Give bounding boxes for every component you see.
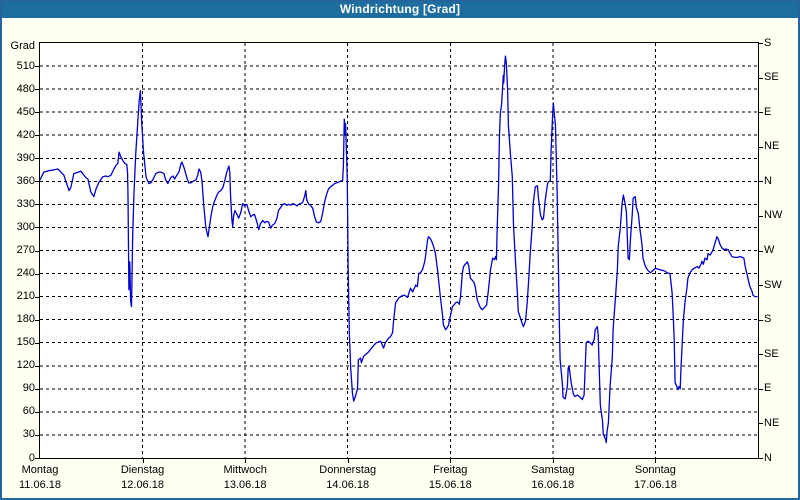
compass-tick-label: SW	[764, 278, 782, 291]
y-axis-tick-mark	[35, 412, 39, 413]
y-axis-tick-label: 120	[16, 359, 35, 372]
compass-tick-label: NE	[764, 416, 780, 429]
compass-tick-label: SE	[764, 71, 779, 84]
y-axis-tick-mark	[35, 435, 39, 436]
compass-tick-label: N	[764, 451, 772, 464]
x-axis-date-label: 12.06.18	[121, 479, 164, 491]
y-axis-tick-mark	[35, 89, 39, 90]
y-axis-tick-mark	[35, 135, 39, 136]
y-axis-tick-label: 150	[16, 336, 35, 349]
y-axis-tick-mark	[35, 112, 39, 113]
compass-tick-mark	[759, 354, 763, 355]
y-axis-tick-label: 450	[16, 105, 35, 118]
title-bar: Windrichtung [Grad]	[0, 0, 800, 18]
compass-tick-mark	[759, 43, 763, 44]
y-axis-tick-mark	[35, 458, 39, 459]
y-axis-tick-label: 240	[16, 267, 35, 280]
y-axis-tick-label: 390	[16, 151, 35, 164]
y-axis-tick-label: 330	[16, 197, 35, 210]
compass-tick-label: E	[764, 382, 772, 395]
x-axis-date-label: 13.06.18	[223, 479, 267, 491]
x-axis-date-label: 17.06.18	[634, 479, 677, 491]
x-axis-date-label: 16.06.18	[531, 479, 575, 491]
compass-tick-mark	[759, 181, 763, 182]
compass-tick-mark	[759, 112, 763, 113]
compass-tick-mark	[759, 147, 763, 148]
y-axis-tick-mark	[35, 227, 39, 228]
x-axis-tick-mark	[450, 459, 451, 463]
compass-tick-mark	[759, 216, 763, 217]
y-axis-tick-mark	[35, 297, 39, 298]
y-axis-tick-label: 90	[22, 382, 35, 395]
chart-canvas	[40, 43, 758, 458]
y-axis-tick-mark	[35, 251, 39, 252]
compass-tick-label: W	[764, 244, 775, 256]
compass-tick-label: SE	[764, 347, 779, 360]
y-axis-tick-mark	[35, 343, 39, 344]
x-axis-day-label: Mittwoch	[223, 464, 267, 476]
compass-tick-label: NW	[764, 209, 783, 222]
compass-tick-mark	[759, 320, 763, 321]
x-axis-day-label: Freitag	[433, 464, 468, 476]
x-axis-tick-mark	[553, 459, 554, 463]
compass-tick-mark	[759, 285, 763, 286]
x-axis-day-label: Samstag	[531, 464, 575, 476]
compass-tick-mark	[759, 389, 763, 390]
compass-tick-mark	[759, 458, 763, 459]
compass-tick-label: S	[764, 313, 772, 326]
y-axis-tick-mark	[35, 389, 39, 390]
y-axis-unit-label: Grad	[10, 40, 35, 52]
x-axis-tick-mark	[348, 459, 349, 463]
compass-tick-mark	[759, 251, 763, 252]
y-axis-tick-label: 210	[16, 290, 35, 303]
y-axis-tick-mark	[35, 366, 39, 367]
y-axis-tick-label: 510	[16, 59, 35, 72]
x-axis-date-label: 11.06.18	[18, 479, 62, 491]
x-axis-day-label: Sonntag	[634, 464, 676, 476]
x-axis-day-label: Montag	[21, 464, 59, 476]
y-axis-tick-label: 420	[16, 128, 35, 141]
y-axis-tick-mark	[35, 181, 39, 182]
compass-tick-label: S	[764, 36, 772, 49]
x-axis-tick-mark	[245, 459, 246, 463]
compass-tick-label: E	[764, 105, 772, 118]
x-axis-date-label: 14.06.18	[326, 479, 370, 491]
compass-tick-label: N	[764, 174, 772, 187]
y-axis-tick-label: 360	[16, 174, 35, 187]
compass-tick-mark	[759, 78, 763, 79]
y-axis-tick-label: 270	[16, 244, 35, 256]
y-axis-tick-mark	[35, 204, 39, 205]
compass-tick-mark	[759, 423, 763, 424]
x-axis-tick-mark	[655, 459, 656, 463]
y-axis-tick-label: 60	[22, 405, 35, 418]
chart-title: Windrichtung [Grad]	[339, 2, 461, 16]
y-axis-tick-label: 0	[28, 451, 35, 464]
y-axis-tick-label: 180	[16, 313, 35, 326]
y-axis-tick-label: 30	[22, 428, 35, 441]
x-axis-day-label: Donnerstag	[319, 464, 377, 476]
x-axis-tick-mark	[143, 459, 144, 463]
y-axis-tick-mark	[35, 66, 39, 67]
y-axis-tick-mark	[35, 274, 39, 275]
x-axis-date-label: 15.06.18	[428, 479, 472, 491]
y-axis-tick-mark	[35, 320, 39, 321]
y-axis-tick-label: 300	[16, 220, 35, 233]
plot-area	[39, 42, 759, 459]
compass-tick-label: NE	[764, 140, 780, 153]
x-axis-day-label: Dienstag	[120, 464, 165, 476]
y-axis-tick-label: 480	[16, 82, 35, 95]
y-axis-tick-mark	[35, 158, 39, 159]
series-line	[40, 55, 758, 444]
